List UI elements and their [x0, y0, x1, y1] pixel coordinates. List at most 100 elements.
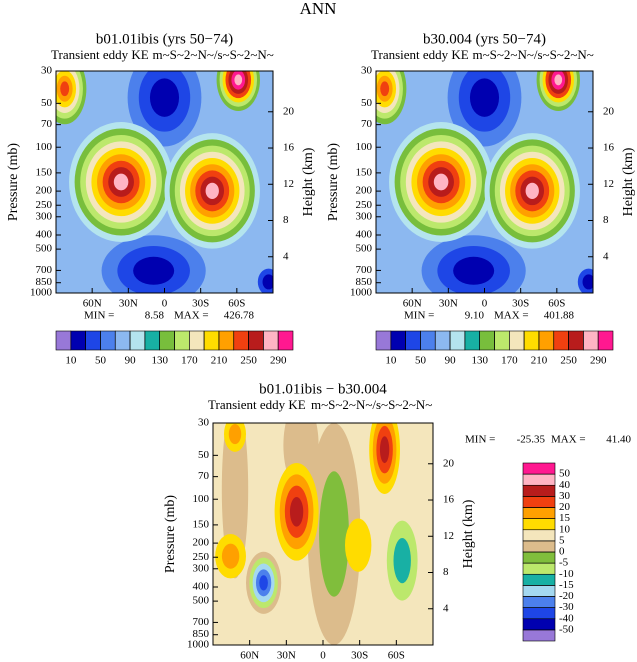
panel: b30.004 (yrs 50−74)Transient eddy KE m~S~… [326, 31, 636, 366]
y-axis-title: Pressure (mb) [6, 143, 21, 221]
colorbar-box [174, 330, 190, 351]
colorbar-box [248, 330, 264, 351]
colorbar-box [494, 330, 510, 351]
colorbar-label: 290 [590, 355, 607, 367]
colorbar-label: 210 [211, 355, 228, 367]
y-tick-label: 700 [36, 264, 53, 276]
y-tick-label: 500 [36, 243, 53, 255]
x-tick-label: 0 [482, 298, 488, 310]
y-tick-label: 150 [193, 518, 210, 530]
y2-tick-label: 16 [443, 494, 455, 506]
colorbar-label: 50 [415, 355, 427, 367]
panel-title: b01.01ibis − b30.004 [259, 381, 387, 397]
stat-value: 426.78 [224, 310, 255, 322]
contour-fill [453, 256, 495, 285]
x-tick-label: 0 [320, 650, 326, 662]
colorbar-label: 130 [151, 355, 168, 367]
colorbar-box [144, 330, 160, 351]
colorbar-label: 5 [559, 534, 565, 546]
field [213, 423, 433, 645]
y-tick-label: 500 [356, 243, 373, 255]
contour-fill [259, 575, 268, 591]
subtitle-right: m~S~2~N~/s~S~2~N~ [153, 47, 274, 62]
subtitle-left: Transient eddy KE [371, 47, 469, 62]
y2-tick-label: 16 [283, 142, 295, 154]
colorbar-box [420, 330, 436, 351]
field [56, 71, 273, 293]
contour-fill [205, 182, 219, 199]
colorbar-box [85, 330, 101, 351]
colorbar-label: -15 [559, 579, 574, 591]
subtitle-left: Transient eddy KE [51, 47, 149, 62]
colorbar-label: -5 [559, 557, 569, 569]
figure-title: ANN [300, 0, 337, 18]
colorbar-box [375, 330, 392, 351]
colorbar-box [523, 330, 540, 351]
colorbar-label: 20 [559, 501, 571, 513]
y-tick-label: 70 [41, 118, 53, 130]
colorbar-box [189, 330, 205, 351]
stat-name: MIN = [404, 310, 434, 322]
y-tick-label: 200 [36, 185, 53, 197]
colorbar-box [522, 540, 556, 553]
y-tick-label: 400 [193, 581, 210, 593]
stat-value: 401.88 [544, 310, 575, 322]
x-tick-label: 30S [192, 298, 209, 310]
y-tick-label: 300 [356, 210, 373, 222]
colorbar-label: -20 [559, 590, 574, 602]
colorbar-label: 10 [65, 355, 77, 367]
y-tick-label: 850 [36, 276, 53, 288]
x-tick-label: 30N [439, 298, 458, 310]
colorbar-box [55, 330, 72, 351]
y2-tick-label: 12 [443, 530, 454, 542]
contour-fill [345, 518, 372, 572]
y-tick-label: 250 [193, 551, 210, 563]
colorbar-box [522, 629, 556, 642]
y-tick-label: 50 [41, 97, 53, 109]
colorbar-box [522, 551, 556, 564]
colorbar-label: 10 [559, 523, 571, 535]
colorbar-box [522, 507, 556, 519]
contour-fill [525, 182, 539, 199]
colorbar-label: -50 [559, 623, 574, 635]
colorbar-box [522, 573, 556, 586]
colorbar-label: 10 [385, 355, 397, 367]
y-tick-label: 30 [361, 65, 373, 77]
x-tick-label: 60S [548, 298, 565, 310]
contour-fill [289, 497, 304, 527]
colorbar-box [522, 618, 556, 631]
panel-title: b01.01ibis (yrs 50−74) [96, 31, 233, 47]
panel-title: b30.004 (yrs 50−74) [423, 31, 546, 47]
y2-tick-label: 4 [603, 250, 609, 262]
y2-axis-title: Height (km) [621, 147, 636, 216]
colorbar-label: 30 [559, 490, 571, 502]
colorbar-label: 250 [560, 355, 577, 367]
colorbar-box [449, 330, 466, 351]
y-tick-label: 850 [193, 628, 210, 640]
contour-fill [113, 173, 129, 191]
y-tick-label: 250 [36, 199, 53, 211]
colorbar-box [70, 330, 86, 351]
y-tick-label: 850 [356, 276, 373, 288]
y-tick-label: 150 [36, 166, 53, 178]
contour-fill [433, 173, 449, 191]
colorbar-box [129, 330, 146, 351]
colorbar-box [277, 330, 294, 351]
colorbar-box [568, 330, 584, 351]
colorbar-box [522, 484, 556, 497]
y-tick-label: 50 [198, 449, 210, 461]
contour-fill [262, 274, 273, 290]
x-tick-label: 0 [162, 298, 168, 310]
y-tick-label: 250 [356, 199, 373, 211]
colorbar-box [538, 330, 555, 351]
y2-tick-label: 12 [283, 178, 294, 190]
x-tick-label: 60S [388, 650, 405, 662]
colorbar-box [583, 330, 599, 351]
y-axis-title: Pressure (mb) [163, 495, 178, 573]
colorbar-box [263, 330, 279, 351]
colorbar-box [522, 473, 556, 486]
y-tick-label: 300 [193, 562, 210, 574]
y-tick-label: 1000 [187, 639, 210, 651]
colorbar-label: 15 [559, 512, 571, 524]
